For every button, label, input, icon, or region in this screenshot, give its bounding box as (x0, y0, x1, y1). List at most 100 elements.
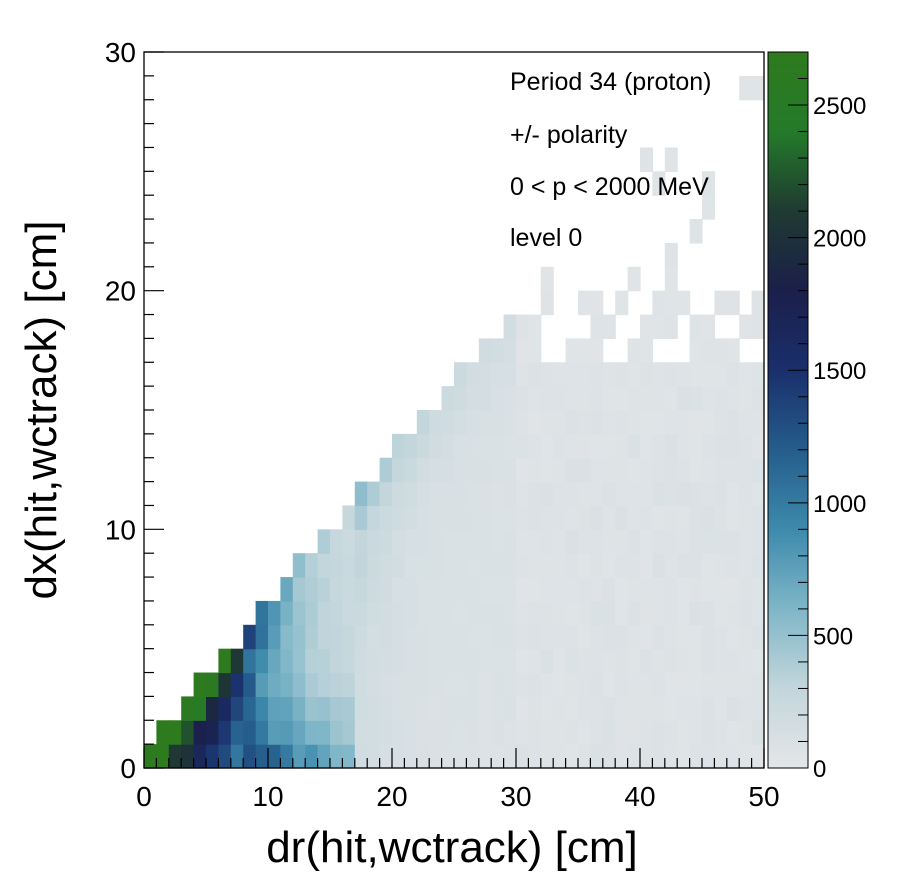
heatmap-cell (627, 696, 641, 721)
heatmap-cell (739, 362, 753, 387)
heatmap-cell (739, 481, 753, 507)
heatmap-cell (503, 600, 517, 626)
heatmap-cell (590, 410, 604, 435)
heatmap-cell (640, 624, 653, 650)
heatmap-cell (565, 720, 579, 745)
heatmap-cell (255, 720, 269, 745)
heatmap-cell (714, 362, 728, 387)
heatmap-cell (330, 624, 343, 650)
heatmap-cell (578, 290, 591, 316)
heatmap-cell (528, 338, 542, 363)
heatmap-cell (466, 720, 480, 745)
heatmap-cell (751, 553, 765, 578)
heatmap-cell (578, 481, 591, 507)
heatmap-cell (193, 720, 207, 745)
heatmap-cell (503, 529, 517, 554)
heatmap-cell (181, 696, 195, 721)
heatmap-cell (689, 314, 703, 339)
heatmap-cell (602, 314, 616, 339)
heatmap-cell (677, 648, 691, 674)
heatmap-cell (305, 696, 319, 721)
heatmap-cell (751, 410, 765, 435)
heatmap-cell (565, 648, 579, 674)
heatmap-cell (478, 744, 492, 769)
heatmap-cell (602, 624, 616, 650)
heatmap-cell (602, 553, 616, 578)
heatmap-cell (491, 362, 505, 387)
heatmap-cell (516, 600, 529, 626)
heatmap-cell (429, 553, 443, 578)
heatmap-cell (664, 577, 678, 602)
heatmap-cell (664, 147, 678, 172)
heatmap-cell (404, 529, 418, 554)
heatmap-cell (516, 314, 529, 339)
heatmap-cell (404, 600, 418, 626)
heatmap-cell (292, 624, 306, 650)
heatmap-cell (553, 577, 567, 602)
heatmap-cell (726, 577, 740, 602)
heatmap-cell (664, 720, 678, 745)
heatmap-cell (664, 290, 678, 316)
heatmap-cell (305, 672, 319, 697)
heatmap-cell (354, 696, 368, 721)
heatmap-cell (664, 242, 678, 268)
heatmap-cell (317, 672, 331, 697)
heatmap-cell (342, 529, 356, 554)
heatmap-cell (491, 648, 505, 674)
heatmap-cell (590, 433, 604, 459)
heatmap-cell (516, 386, 529, 411)
heatmap-cell (454, 362, 467, 387)
heatmap-cell (292, 553, 306, 578)
heatmap-cell (441, 457, 455, 483)
heatmap-cell (404, 433, 418, 459)
heatmap-cell (689, 744, 703, 769)
heatmap-cell (714, 648, 728, 674)
heatmap-cell (714, 505, 728, 530)
heatmap-cell (627, 648, 641, 674)
annotation-period: Period 34 (proton) (510, 68, 712, 96)
heatmap-cell (677, 410, 691, 435)
heatmap-cell (702, 410, 715, 435)
heatmap-cell (714, 720, 728, 745)
heatmap-cell (590, 553, 604, 578)
heatmap-cell (553, 720, 567, 745)
heatmap-cell (739, 505, 753, 530)
heatmap-cell (739, 672, 753, 697)
heatmap-cell (392, 672, 405, 697)
heatmap-cell (478, 529, 492, 554)
heatmap-cell (640, 529, 653, 554)
heatmap-cell (714, 290, 728, 316)
heatmap-cell (230, 744, 244, 769)
heatmap-cell (454, 696, 467, 721)
heatmap-cell (540, 481, 554, 507)
heatmap-cell (429, 672, 443, 697)
heatmap-cell (652, 481, 666, 507)
heatmap-cell (714, 433, 728, 459)
heatmap-cell (540, 266, 554, 292)
heatmap-cell (540, 648, 554, 674)
heatmap-cell (342, 672, 356, 697)
heatmap-cell (429, 481, 443, 507)
heatmap-cell (565, 600, 579, 626)
heatmap-cell (503, 505, 517, 530)
heatmap-cell (739, 433, 753, 459)
heatmap-cell (441, 720, 455, 745)
heatmap-cell (602, 577, 616, 602)
heatmap-cell (454, 410, 467, 435)
heatmap-cell (392, 553, 405, 578)
heatmap-cell (503, 386, 517, 411)
heatmap-cell (292, 744, 306, 769)
heatmap-cell (392, 696, 405, 721)
heatmap-cell (429, 600, 443, 626)
annotation-polarity: +/- polarity (510, 121, 628, 149)
heatmap-cell (392, 481, 405, 507)
heatmap-cell (739, 696, 753, 721)
heatmap-cell (553, 696, 567, 721)
heatmap-cell (702, 600, 715, 626)
heatmap-cell (640, 362, 653, 387)
heatmap-cell (466, 505, 480, 530)
colorbar-tick-label: 500 (813, 623, 853, 650)
heatmap-cell (280, 720, 294, 745)
heatmap-cell (726, 553, 740, 578)
heatmap-cell (268, 624, 281, 650)
